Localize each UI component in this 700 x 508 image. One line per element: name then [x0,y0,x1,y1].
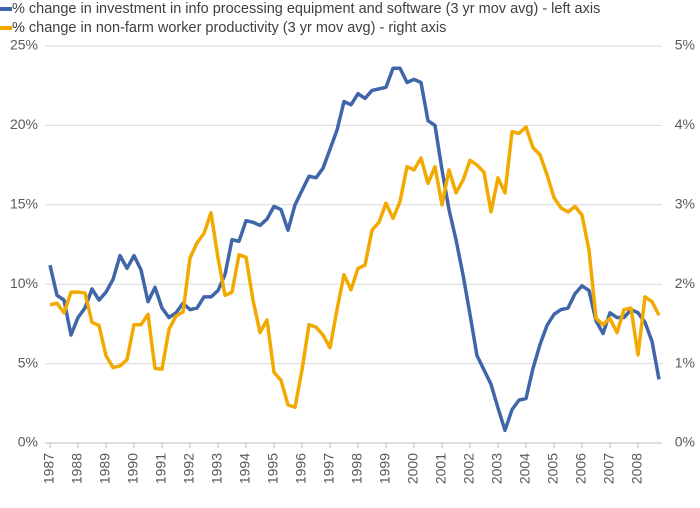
x-tick-label: 2005 [545,453,561,484]
x-tick-label: 1998 [349,453,365,484]
y-tick-label: 5% [18,354,38,370]
x-tick-label: 1997 [321,453,337,484]
x-tick-label: 1992 [181,453,197,484]
x-tick-label: 1990 [125,453,141,484]
x-tick-label: 1991 [153,453,169,484]
x-tick-label: 1994 [237,453,253,484]
legend-text: % change in investment in info processin… [12,1,600,17]
x-tick-label: 1993 [209,453,225,484]
y2-tick-label: 4% [675,116,695,132]
y-tick-label: 15% [10,196,38,212]
series-line [48,66,661,433]
y2-tick-label: 1% [675,354,695,370]
series-line [49,125,661,410]
x-tick-label: 1996 [293,453,309,484]
x-tick-label: 2006 [573,453,589,484]
x-tick-label: 2000 [405,453,421,484]
y2-tick-label: 5% [675,37,695,53]
x-tick-label: 2007 [601,453,617,484]
x-tick-label: 2002 [461,453,477,484]
y2-tick-label: 3% [675,196,695,212]
x-tick-label: 1989 [97,453,113,484]
x-tick-label: 1988 [69,453,85,484]
y2-tick-label: 0% [675,434,695,450]
x-tick-label: 2001 [433,453,449,484]
y-tick-label: 25% [10,37,38,53]
x-tick-label: 2004 [517,453,533,484]
y2-tick-label: 2% [675,275,695,291]
y-tick-label: 0% [18,434,38,450]
y-tick-label: 10% [10,275,38,291]
x-tick-label: 2003 [489,453,505,484]
x-tick-label: 1999 [377,453,393,484]
y-tick-label: 20% [10,116,38,132]
x-tick-label: 2008 [629,453,645,484]
x-tick-label: 1995 [265,453,281,484]
x-tick-label: 1987 [41,453,57,484]
legend-text: % change in non-farm worker productivity… [12,20,446,36]
